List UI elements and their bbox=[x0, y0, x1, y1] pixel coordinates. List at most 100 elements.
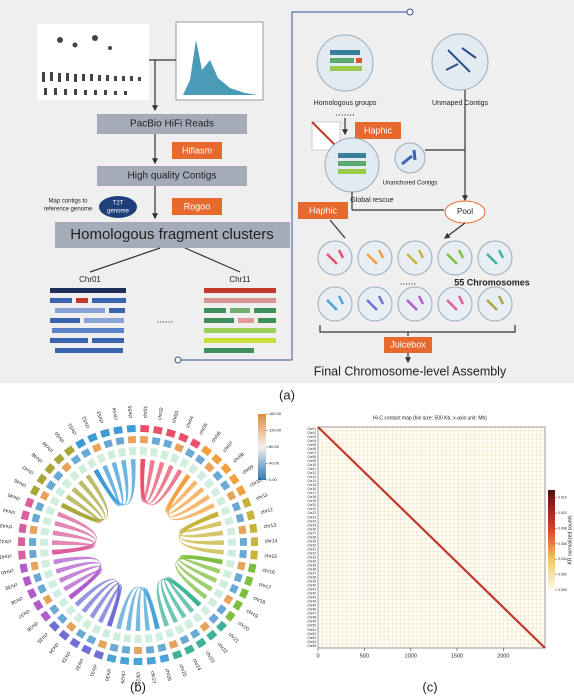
chromosome-label: chr17 bbox=[258, 582, 272, 592]
chromosome-label: chr04 bbox=[185, 415, 195, 429]
y-tick-label: Chr20 bbox=[307, 503, 316, 507]
ideogram bbox=[113, 426, 123, 435]
chromosome-label: chr52 bbox=[81, 415, 91, 429]
y-tick-label: Chr07 bbox=[307, 451, 316, 455]
density-ring bbox=[216, 604, 227, 615]
y-tick-label: Chr22 bbox=[307, 511, 316, 515]
rogoo-label: Rogoo bbox=[184, 201, 211, 211]
gc-ring bbox=[192, 612, 203, 624]
grouped-bars bbox=[338, 153, 366, 174]
ideogram bbox=[19, 563, 29, 574]
chromosome-label: chr26 bbox=[164, 668, 173, 682]
gc-ring bbox=[203, 478, 215, 489]
chromosome-label: chr11 bbox=[255, 492, 269, 502]
y-tick-label: Chr46 bbox=[307, 608, 316, 612]
ideogram bbox=[63, 445, 76, 457]
chromosome-circle bbox=[437, 286, 473, 322]
y-tick-label: Chr26 bbox=[307, 527, 316, 531]
ideogram bbox=[48, 620, 60, 632]
ideogram bbox=[36, 473, 48, 485]
synteny-ribbon bbox=[167, 474, 216, 521]
gc-ring bbox=[106, 450, 116, 460]
chromosome-label: chr05 bbox=[198, 422, 209, 436]
ideogram bbox=[189, 438, 201, 449]
ideogram bbox=[133, 657, 143, 665]
ideogram bbox=[250, 537, 258, 547]
ideogram bbox=[58, 629, 70, 641]
y-tick-label: Chr48 bbox=[307, 616, 316, 620]
density-ring bbox=[127, 436, 136, 444]
gc-ring bbox=[47, 579, 58, 589]
ideogram bbox=[200, 445, 213, 457]
gc-ring bbox=[213, 588, 224, 599]
unanchored-contigs bbox=[401, 149, 417, 166]
gc-ring bbox=[224, 516, 234, 526]
chromosome-label: chr38 bbox=[10, 595, 24, 606]
ideogram bbox=[165, 428, 177, 438]
gc-ring bbox=[91, 624, 102, 635]
density-ring bbox=[239, 549, 247, 559]
chromosome-label: chr47 bbox=[21, 463, 35, 475]
y-tick-label: Chr23 bbox=[307, 515, 316, 519]
y-tick-label: Chr28 bbox=[307, 535, 316, 539]
gc-ring bbox=[43, 569, 54, 579]
x-tick-label: 500 bbox=[360, 653, 369, 659]
ideogram bbox=[53, 453, 65, 465]
ideogram bbox=[247, 563, 257, 574]
groups-label: Homologous groups bbox=[314, 100, 377, 107]
chromosome-circle bbox=[397, 240, 433, 276]
ideogram bbox=[44, 463, 56, 475]
y-tick-label: Chr12 bbox=[307, 471, 316, 475]
gc-ring bbox=[150, 447, 159, 457]
y-tick-label: Chr21 bbox=[307, 507, 316, 511]
caption: (c) bbox=[422, 679, 437, 694]
density-ring bbox=[168, 639, 179, 649]
gc-ring bbox=[73, 612, 84, 624]
y-tick-label: Chr35 bbox=[307, 563, 316, 567]
chromosome-label: chr43 bbox=[0, 522, 13, 530]
reads-label: PacBio HiFi Reads bbox=[130, 119, 214, 130]
chromosome-label: chr55 bbox=[127, 405, 134, 418]
y-tick-label: Chr47 bbox=[307, 612, 316, 616]
chromosome-circle bbox=[477, 286, 513, 322]
y-tick-label: Chr19 bbox=[307, 499, 316, 503]
density-ring bbox=[37, 583, 47, 594]
ideogram bbox=[211, 453, 223, 465]
chromosome-circle bbox=[317, 286, 353, 322]
chromosome-label: chr53 bbox=[96, 410, 105, 424]
chromosome-label: chr40 bbox=[0, 567, 14, 575]
x-tick-label: 1000 bbox=[405, 653, 417, 659]
rogoo-button bbox=[172, 198, 222, 215]
ideogram bbox=[184, 644, 195, 655]
y-tick-label: Chr04 bbox=[307, 439, 316, 443]
gc-ring bbox=[210, 486, 221, 497]
gc-ring bbox=[179, 457, 190, 469]
ideogram bbox=[250, 550, 258, 560]
chromosome-circle bbox=[357, 240, 393, 276]
chromosome-label: chr44 bbox=[2, 506, 16, 515]
density-ring bbox=[30, 561, 39, 571]
chromosome-label: chr06 bbox=[210, 430, 222, 444]
x-tick-label: 2000 bbox=[497, 653, 509, 659]
connector bbox=[89, 247, 241, 273]
synteny-ribbon bbox=[53, 556, 101, 600]
gc-ring bbox=[174, 624, 185, 635]
karyotype-image bbox=[37, 24, 149, 100]
colorbar-tick-label: 0.004 bbox=[558, 557, 567, 561]
haphic-button bbox=[298, 202, 348, 219]
ideogram bbox=[22, 575, 32, 587]
chromosome-contigs bbox=[366, 295, 385, 311]
chromosome-label: chr28 bbox=[135, 672, 141, 685]
chromosome-label: chr22 bbox=[216, 642, 229, 656]
synteny-ribbon bbox=[60, 494, 102, 524]
y-tick-label: Chr52 bbox=[307, 632, 316, 636]
y-tick-label: Chr42 bbox=[307, 592, 316, 596]
density-ring bbox=[226, 490, 237, 501]
y-tick-label: Chr43 bbox=[307, 596, 316, 600]
map-note: reference genome bbox=[44, 207, 93, 213]
gc-ring bbox=[45, 506, 56, 516]
density-ring bbox=[121, 645, 131, 654]
frame-end bbox=[406, 8, 414, 16]
groups-bars bbox=[330, 50, 362, 71]
chromosome-label: chr39 bbox=[4, 581, 18, 591]
